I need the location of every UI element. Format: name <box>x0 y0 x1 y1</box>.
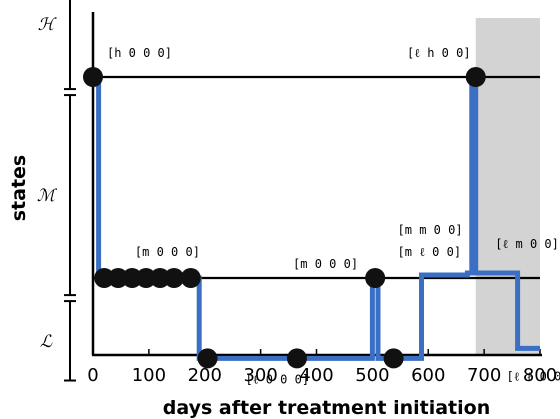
annotation-6: [ℓ m 0 0] <box>495 237 559 251</box>
x-tick-label-0: 0 <box>87 365 98 386</box>
state-marker-10 <box>365 268 386 288</box>
state-marker-1 <box>94 268 115 288</box>
x-tick-label-4: 400 <box>299 365 333 386</box>
x-tick-label-8: 800 <box>523 365 557 386</box>
annotation-7: [ℓ 0 0 0] <box>246 373 310 387</box>
x-tick-label-7: 700 <box>467 365 501 386</box>
annotation-5: [m ℓ 0 0] <box>398 245 462 259</box>
state-marker-8 <box>197 348 218 369</box>
annotation-0: [h 0 0 0] <box>107 46 172 60</box>
state-marker-7 <box>180 268 201 288</box>
x-tick-label-3: 300 <box>243 365 277 386</box>
annotation-3: [m 0 0 0] <box>293 257 358 271</box>
state-marker-12 <box>465 67 486 87</box>
state-marker-3 <box>122 268 143 288</box>
state-label-2: ℒ <box>40 332 53 352</box>
state-marker-0 <box>83 67 103 87</box>
x-tick-label-1: 100 <box>132 365 166 386</box>
x-tick-label-6: 600 <box>411 365 445 386</box>
state-label-1: ℳ <box>37 186 58 206</box>
annotation-1: [ℓ h 0 0] <box>407 46 471 60</box>
x-axis-title: days after treatment initiation <box>163 397 490 419</box>
annotation-4: [m m 0 0] <box>398 223 463 237</box>
state-marker-11 <box>383 348 404 369</box>
state-marker-6 <box>164 268 185 288</box>
x-tick-label-2: 200 <box>188 365 222 386</box>
state-marker-2 <box>108 268 129 288</box>
shaded-region <box>475 18 540 355</box>
state-marker-9 <box>286 348 307 369</box>
state-marker-4 <box>136 268 157 288</box>
annotation-8: [ℓ ℓ 0 0] <box>506 370 560 384</box>
annotation-2: [m 0 0 0] <box>135 245 200 259</box>
trajectory-line-0 <box>93 74 540 361</box>
state-label-0: ℋ <box>38 15 58 35</box>
state-marker-5 <box>150 268 171 288</box>
y-axis-title: states <box>8 155 30 222</box>
x-tick-label-5: 500 <box>355 365 389 386</box>
